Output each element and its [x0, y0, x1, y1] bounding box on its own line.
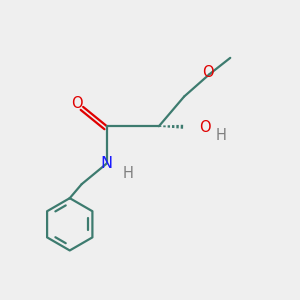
Text: O: O: [202, 64, 214, 80]
Text: O: O: [199, 120, 211, 135]
Text: O: O: [71, 95, 83, 110]
Text: H: H: [122, 166, 133, 181]
Text: N: N: [101, 156, 113, 171]
Text: H: H: [216, 128, 227, 143]
